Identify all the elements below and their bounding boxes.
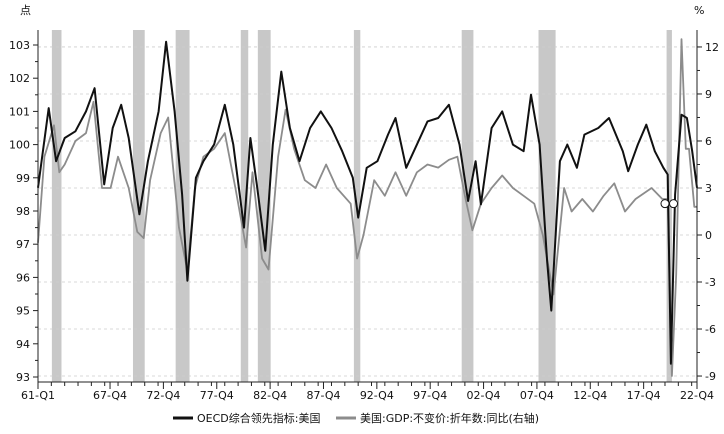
left-tick-label: 100 xyxy=(9,139,30,152)
x-tick-label: 92-Q4 xyxy=(360,389,394,402)
x-tick-label: 22-Q4 xyxy=(680,389,714,402)
axes: -9 -6 -3 0 3 6 9 12 93 94 95 96 97 98 99 100 101 102 103 61… xyxy=(9,30,719,402)
left-tick-label: 93 xyxy=(16,371,30,384)
left-tick-label: 101 xyxy=(9,105,30,118)
right-tick-label: -9 xyxy=(705,370,716,383)
series-us-gdp-yoy xyxy=(37,38,697,377)
x-tick-label: 17-Q4 xyxy=(627,389,661,402)
break-marker xyxy=(669,199,679,209)
left-tick-label: 103 xyxy=(9,39,30,52)
recession-band xyxy=(240,30,249,382)
right-tick-label: 0 xyxy=(705,229,712,242)
right-tick-label: 3 xyxy=(705,182,712,195)
x-tick-label: 02-Q4 xyxy=(467,389,501,402)
left-tick-label: 96 xyxy=(16,271,30,284)
legend-label-gdp: 美国:GDP:不变价:折年数:同比(右轴) xyxy=(360,411,539,425)
right-tick-label: -3 xyxy=(705,276,716,289)
series-oecd-cli xyxy=(37,40,698,365)
left-tick-label: 97 xyxy=(16,238,30,251)
x-tick-label: 72-Q4 xyxy=(146,389,180,402)
gridlines xyxy=(38,46,697,377)
legend-label-oecd: OECD综合领先指标:美国 xyxy=(197,411,320,425)
x-tick-label: 77-Q4 xyxy=(200,389,234,402)
right-tick-label: 12 xyxy=(705,41,719,54)
left-tick-label: 94 xyxy=(16,338,30,351)
left-tick-label: 95 xyxy=(16,305,30,318)
right-tick-label: 9 xyxy=(705,88,712,101)
legend: OECD综合领先指标:美国 美国:GDP:不变价:折年数:同比(右轴) xyxy=(173,411,539,425)
break-marker xyxy=(660,199,670,209)
recession-band xyxy=(257,30,271,382)
right-tick-label: 6 xyxy=(705,135,712,148)
series-lines xyxy=(37,38,698,377)
left-tick-label: 102 xyxy=(9,72,30,85)
x-tick-label: 87-Q4 xyxy=(306,389,340,402)
left-axis-unit: 点 xyxy=(20,4,31,17)
recession-band xyxy=(538,30,556,382)
x-tick-label: 61-Q1 xyxy=(21,389,55,402)
left-tick-label: 98 xyxy=(16,205,30,218)
x-tick-label: 67-Q4 xyxy=(93,389,127,402)
recession-band xyxy=(666,30,672,382)
right-tick-label: -6 xyxy=(705,323,716,336)
recession-band xyxy=(51,30,62,382)
x-tick-label: 12-Q4 xyxy=(573,389,607,402)
x-tick-label: 97-Q4 xyxy=(413,389,447,402)
x-tick-label: 07-Q4 xyxy=(520,389,554,402)
right-axis-unit: % xyxy=(694,4,704,17)
left-tick-label: 99 xyxy=(16,172,30,185)
x-tick-label: 82-Q4 xyxy=(253,389,287,402)
